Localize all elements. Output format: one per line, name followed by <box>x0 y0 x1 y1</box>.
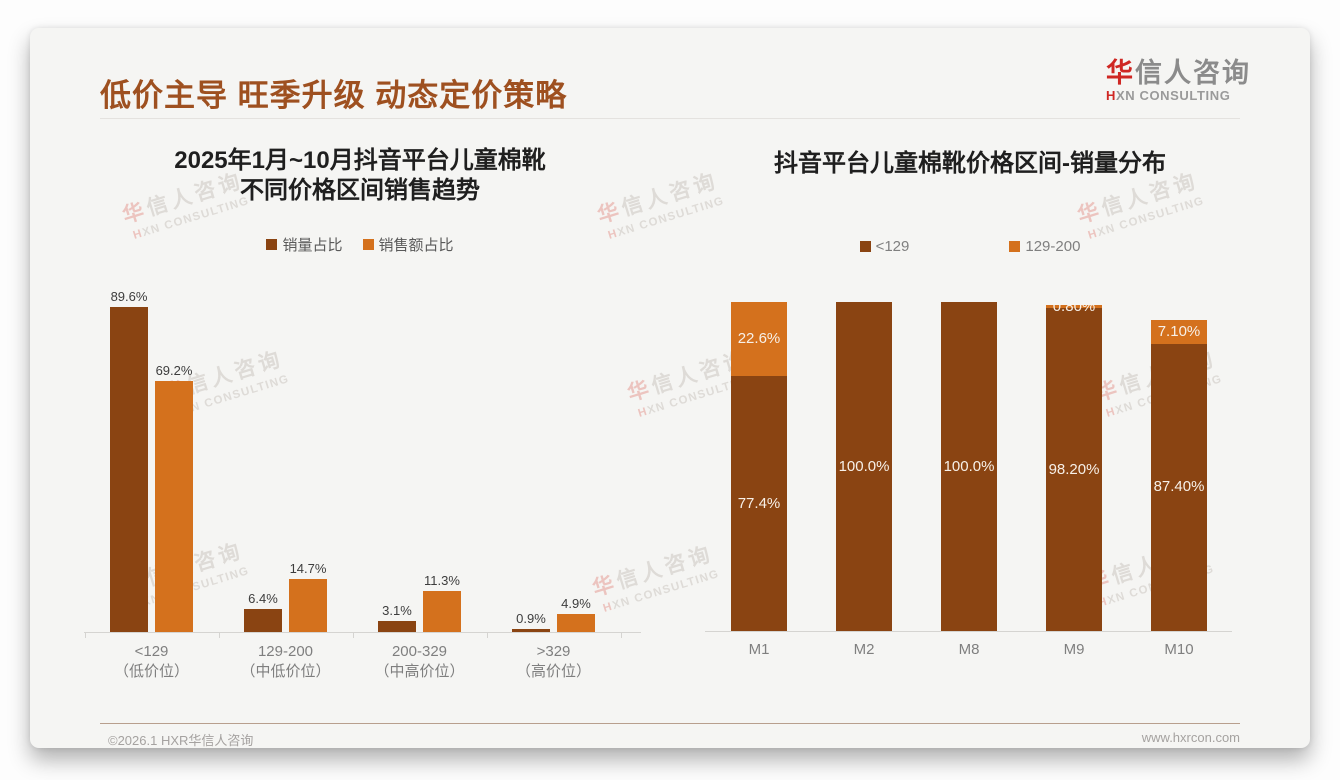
category-label: 200-329 （中高价位） <box>374 643 465 680</box>
stacked-bar-M1: 77.4% 22.6% <box>731 302 787 631</box>
category-label: M1 <box>748 641 770 658</box>
legend-swatch-brown-icon <box>859 241 871 252</box>
category-label: <129 （低价位） <box>113 643 189 680</box>
bar-segment-<129 <box>836 302 892 631</box>
bar-销售额占比-200-329（中高价位） <box>423 591 461 632</box>
legend-swatch-orange-icon <box>1009 241 1021 252</box>
bar-销售额占比-129-200（中低价位） <box>289 578 327 632</box>
axis-tick <box>352 633 354 638</box>
copyright-text: ©2026.1 HXR华信人咨询 <box>108 733 254 748</box>
legend-label: <129 <box>875 238 910 255</box>
bar-销量占比-129-200（中低价位） <box>244 608 282 632</box>
category-label: M8 <box>958 641 980 658</box>
bar-value-label: 100.0% <box>838 457 890 475</box>
right-category-axis: M1 M2 M8 M9 M10 <box>705 640 1232 662</box>
bar-value-label: 100.0% <box>943 457 995 475</box>
legend-label: 129-200 <box>1025 238 1081 255</box>
logo-en-text: HXN CONSULTING <box>1106 88 1231 103</box>
axis-tick <box>486 633 488 638</box>
bar-value-label: 22.6% <box>737 330 781 348</box>
legend-label: 销售额占比 <box>378 237 454 254</box>
category-label: M9 <box>1063 641 1085 658</box>
chart-title-line1: 2025年1月~10月抖音平台儿童棉靴 <box>174 147 546 174</box>
category-label: M10 <box>1164 641 1194 658</box>
left-category-axis: <129 （低价位） 129-200 （中低价位） 200-329 （中高价位） >329 （… <box>84 642 641 686</box>
bar-segment-<129 <box>731 376 787 631</box>
bar-segment-<129 <box>1046 307 1102 631</box>
bar-value-label: 3.1% <box>382 602 412 618</box>
slide-card: 华信人咨询 HXN CONSULTING 华信人咨询 HXN CONSULTING 华信… <box>30 28 1310 748</box>
legend-swatch-brown-icon <box>266 239 278 250</box>
axis-tick <box>84 633 86 638</box>
bar-value-label: 0.80% <box>1052 305 1096 315</box>
bar-segment-<129 <box>1151 343 1207 631</box>
bar-segment-129-200 <box>1046 305 1102 308</box>
stacked-bar-M8: 100.0% <box>941 302 997 631</box>
bar-value-label: 11.3% <box>424 573 460 588</box>
legend-item: 129-200 <box>1009 238 1080 255</box>
right-plot-area: 77.4% 22.6% 100.0% 100.0% 98.20% 0.80% 87.40% 7… <box>705 302 1232 632</box>
stacked-bar-M10: 87.40% 7.10% <box>1151 320 1207 631</box>
category-label: >329 （高价位） <box>515 643 591 680</box>
bar-销售额占比-<129（低价位） <box>155 380 193 632</box>
category-label: 129-200 （中低价位） <box>240 643 331 680</box>
left-plot-area: 89.6% 6.4% 3.1% 0.9% 69.2% 14.7% 11.3% 4.9% <box>84 269 641 638</box>
bar-value-label: 0.9% <box>516 610 546 626</box>
bar-value-label: 98.20% <box>1048 460 1100 478</box>
title-divider <box>100 118 1240 119</box>
legend-label: 销量占比 <box>282 237 343 254</box>
chart-title: 2025年1月~10月抖音平台儿童棉靴 不同价格区间销售趋势 <box>90 146 630 206</box>
website-url: www.hxrcon.com <box>1141 730 1240 745</box>
stacked-bar-M2: 100.0% <box>836 302 892 631</box>
bar-value-label: 6.4% <box>248 590 278 606</box>
stacked-bar-M9: 98.20% 0.80% <box>1046 305 1102 631</box>
bar-value-label: 77.4% <box>737 494 781 512</box>
legend-item: 销售额占比 <box>362 234 454 255</box>
axis-tick <box>620 633 622 638</box>
bar-segment-129-200 <box>731 302 787 377</box>
bar-value-label: 69.2% <box>155 362 193 378</box>
bar-销量占比-<129（低价位） <box>110 306 148 632</box>
bar-value-label: 89.6% <box>110 288 148 304</box>
legend-item: <129 <box>859 238 910 255</box>
chart-title: 抖音平台儿童棉靴价格区间-销量分布 <box>774 150 1166 177</box>
page-title: 低价主导 旺季升级 动态定价策略 <box>100 78 568 113</box>
logo-cn-text: 华信人咨询 <box>1106 58 1251 88</box>
legend-item: 销量占比 <box>266 234 343 255</box>
axis-tick <box>218 633 220 638</box>
legend: <129 129-200 <box>700 238 1240 255</box>
bar-value-label: 7.10% <box>1157 322 1201 340</box>
chart-title-line2: 不同价格区间销售趋势 <box>240 177 480 204</box>
bar-value-label: 87.40% <box>1153 478 1205 496</box>
legend-swatch-orange-icon <box>362 239 374 250</box>
bar-segment-129-200 <box>1151 320 1207 344</box>
bar-value-label: 4.9% <box>561 596 591 612</box>
legend: 销量占比 销售额占比 <box>90 234 630 255</box>
footer-divider <box>100 723 1240 724</box>
bar-value-label: 14.7% <box>289 560 327 576</box>
company-logo: 华信人咨询 HXN CONSULTING <box>1106 58 1274 103</box>
bar-销量占比-200-329（中高价位） <box>378 620 416 632</box>
bar-segment-<129 <box>941 302 997 631</box>
category-label: M2 <box>853 641 875 658</box>
bar-销售额占比->329（高价位） <box>557 614 595 632</box>
bar-销量占比->329（高价位） <box>512 628 550 632</box>
